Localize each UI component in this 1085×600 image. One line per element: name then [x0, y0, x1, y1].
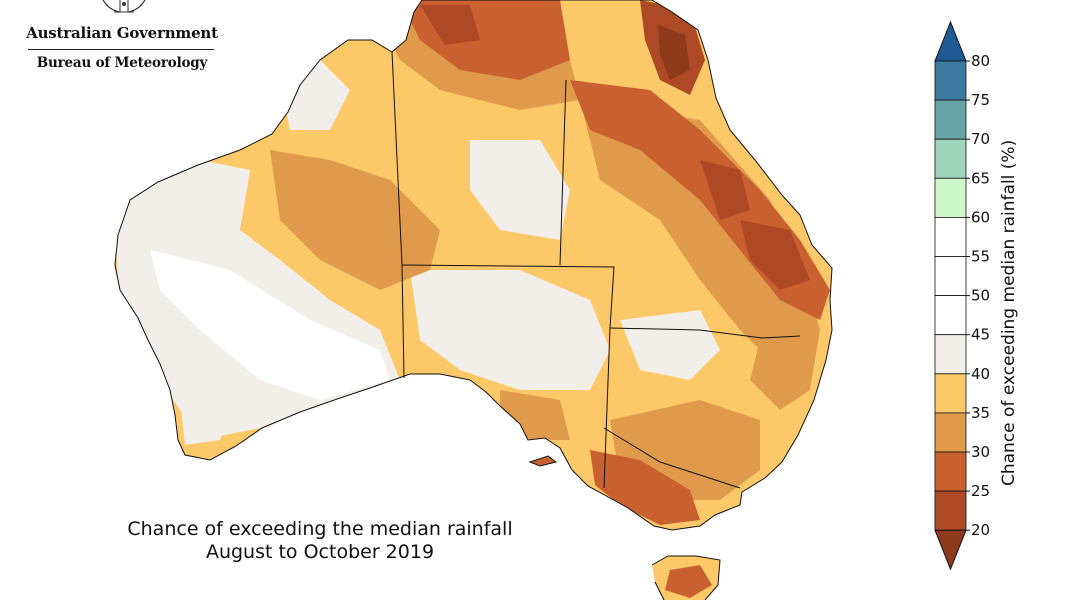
legend-tick-label: 45	[971, 326, 990, 344]
map-caption: Chance of exceeding the median rainfall …	[100, 518, 540, 564]
legend-band-20_25	[934, 490, 967, 531]
legend-tick-label: 80	[971, 52, 990, 70]
legend-colorbar: 80 75 70 65 60 55 50 45 40 35 30 25 20	[934, 20, 990, 571]
legend-band-30_35	[934, 412, 967, 453]
legend-tick-label: 60	[971, 208, 990, 226]
legend-tick-label: 70	[971, 130, 990, 148]
legend-band-40_45	[934, 334, 967, 375]
legend-ticks: 80 75 70 65 60 55 50 45 40 35 30 25 20	[966, 52, 990, 539]
legend-tick-label: 20	[971, 521, 990, 539]
legend-band-75_80	[934, 60, 967, 101]
legend-tick-label: 50	[971, 287, 990, 305]
legend-arrow-up	[934, 20, 967, 62]
logo-divider	[28, 49, 214, 50]
coat-of-arms-icon	[102, 0, 146, 13]
legend-tick-label: 40	[971, 365, 990, 383]
legend-band-50_55	[934, 256, 967, 296]
legend-tick-label: 30	[971, 443, 990, 461]
legend-band-70_75	[934, 99, 967, 140]
legend-band-45_50	[934, 295, 967, 336]
legend-tick-label: 65	[971, 169, 990, 187]
legend-band-60_65	[934, 177, 967, 218]
legend-tick-label: 55	[971, 248, 990, 266]
caption-period: August to October 2019	[205, 541, 435, 563]
rainfall-map	[114, 0, 833, 600]
legend-arrow-down	[934, 529, 967, 571]
government-name: Australian Government	[26, 24, 218, 42]
bom-logo: Australian Government Bureau of Meteorol…	[22, 0, 222, 80]
coastline	[114, 0, 833, 600]
legend-band-55_60	[934, 216, 967, 257]
legend-tick-label: 25	[971, 482, 990, 500]
legend-tick-label: 35	[971, 404, 990, 422]
legend-band-65_70	[934, 138, 967, 179]
legend-title: Chance of exceeding median rainfall (%)	[999, 139, 1019, 486]
legend-band-25_30	[934, 451, 967, 492]
caption-title: Chance of exceeding the median rainfall	[127, 518, 513, 540]
legend-bands	[934, 20, 967, 571]
legend-tick-label: 75	[971, 91, 990, 109]
rainfall-probability-fill	[115, 0, 832, 600]
state-borders	[391, 51, 801, 489]
bureau-name: Bureau of Meteorology	[36, 55, 208, 71]
legend-band-35_40	[934, 373, 967, 414]
